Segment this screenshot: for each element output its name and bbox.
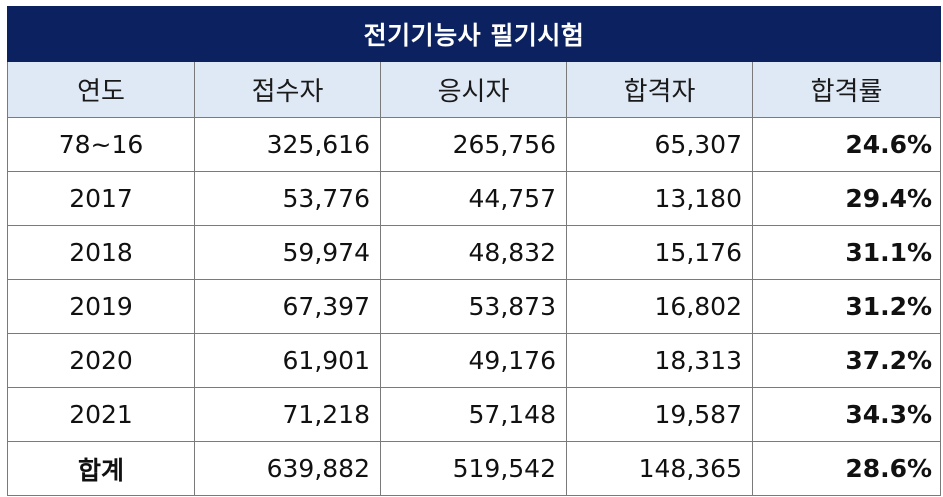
cell-passers: 15,176 (566, 225, 753, 280)
cell-pass-rate: 34.3% (751, 387, 942, 442)
cell-passers: 19,587 (566, 387, 753, 442)
cell-examinees: 57,148 (380, 387, 567, 442)
table-row: 2020 61,901 49,176 18,313 37.2% (7, 333, 942, 388)
cell-examinees: 44,757 (380, 171, 567, 226)
cell-passers: 13,180 (566, 171, 753, 226)
cell-total-examinees: 519,542 (380, 441, 567, 496)
header-year: 연도 (7, 61, 195, 118)
cell-year: 2020 (7, 333, 195, 388)
table-row: 2018 59,974 48,832 15,176 31.1% (7, 225, 942, 280)
cell-year: 2018 (7, 225, 195, 280)
cell-applicants: 325,616 (194, 117, 381, 172)
cell-year: 2019 (7, 279, 195, 334)
cell-passers: 65,307 (566, 117, 753, 172)
cell-pass-rate: 31.1% (751, 225, 942, 280)
cell-applicants: 59,974 (194, 225, 381, 280)
header-passers: 합격자 (566, 61, 753, 118)
total-row: 합계 639,882 519,542 148,365 28.6% (7, 441, 942, 496)
cell-applicants: 53,776 (194, 171, 381, 226)
cell-pass-rate: 29.4% (751, 171, 942, 226)
cell-examinees: 48,832 (380, 225, 567, 280)
cell-examinees: 49,176 (380, 333, 567, 388)
table-row: 78~16 325,616 265,756 65,307 24.6% (7, 117, 942, 172)
cell-total-applicants: 639,882 (194, 441, 381, 496)
table-row: 2021 71,218 57,148 19,587 34.3% (7, 387, 942, 442)
cell-total-label: 합계 (7, 441, 195, 496)
cell-year: 2021 (7, 387, 195, 442)
exam-statistics-table: 전기기능사 필기시험 연도 접수자 응시자 합격자 합격률 78~16 325,… (6, 6, 942, 496)
table-row: 2017 53,776 44,757 13,180 29.4% (7, 171, 942, 226)
cell-applicants: 71,218 (194, 387, 381, 442)
cell-passers: 18,313 (566, 333, 753, 388)
cell-pass-rate: 24.6% (751, 117, 942, 172)
cell-pass-rate: 31.2% (751, 279, 942, 334)
header-pass-rate: 합격률 (751, 61, 942, 118)
cell-year: 78~16 (7, 117, 195, 172)
cell-pass-rate: 37.2% (751, 333, 942, 388)
cell-examinees: 53,873 (380, 279, 567, 334)
cell-total-passers: 148,365 (566, 441, 753, 496)
cell-total-pass-rate: 28.6% (751, 441, 942, 496)
table-title: 전기기능사 필기시험 (6, 6, 942, 62)
header-applicants: 접수자 (194, 61, 381, 118)
cell-year: 2017 (7, 171, 195, 226)
table-row: 2019 67,397 53,873 16,802 31.2% (7, 279, 942, 334)
cell-examinees: 265,756 (380, 117, 567, 172)
header-examinees: 응시자 (380, 61, 567, 118)
cell-applicants: 61,901 (194, 333, 381, 388)
header-row: 연도 접수자 응시자 합격자 합격률 (7, 61, 942, 118)
cell-applicants: 67,397 (194, 279, 381, 334)
cell-passers: 16,802 (566, 279, 753, 334)
